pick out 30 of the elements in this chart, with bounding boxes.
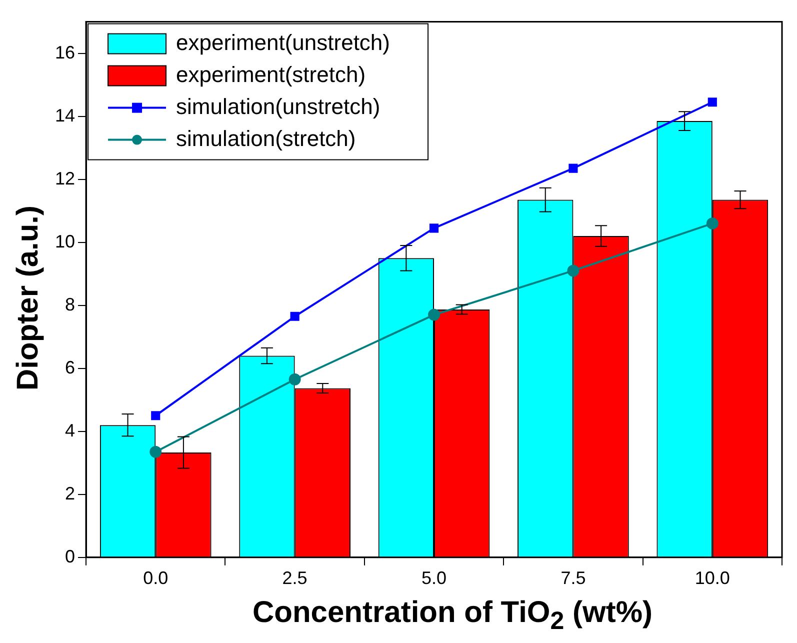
legend-label: simulation(stretch) (176, 126, 356, 151)
legend-label: experiment(unstretch) (176, 30, 390, 55)
x-axis-title: Concentration of TiO$_{2}$ (wt%) (251, 596, 654, 636)
point (708, 98, 717, 107)
point (288, 373, 301, 386)
x-tick-label: 2.5 (282, 568, 308, 588)
point (706, 217, 718, 230)
point (428, 308, 440, 321)
y-tick-label: 0 (65, 546, 76, 566)
legend-label: experiment(stretch) (176, 62, 366, 87)
x-tick-label: 5.0 (421, 568, 447, 588)
y-axis-title: Diopter (a.u.) (11, 206, 45, 390)
y-tick-label: 10 (54, 231, 76, 252)
x-tick-label: 0.0 (143, 568, 168, 588)
y-tick-label: 12 (54, 168, 76, 188)
y-tick-label: 4 (65, 420, 76, 440)
point (151, 411, 160, 420)
point (567, 264, 580, 277)
y-tick-label: 14 (54, 105, 76, 126)
y-tick-label: 16 (54, 42, 76, 62)
point (429, 224, 439, 233)
y-tick-label: 6 (65, 357, 76, 378)
y-tick-label: 2 (65, 483, 76, 504)
legend-label: simulation(unstretch) (176, 94, 380, 119)
x-tick-label: 7.5 (560, 568, 586, 588)
point (568, 164, 578, 173)
x-tick-label: 10.0 (694, 568, 730, 588)
point (290, 312, 300, 321)
y-tick-label: 8 (65, 294, 76, 314)
point (150, 446, 162, 458)
